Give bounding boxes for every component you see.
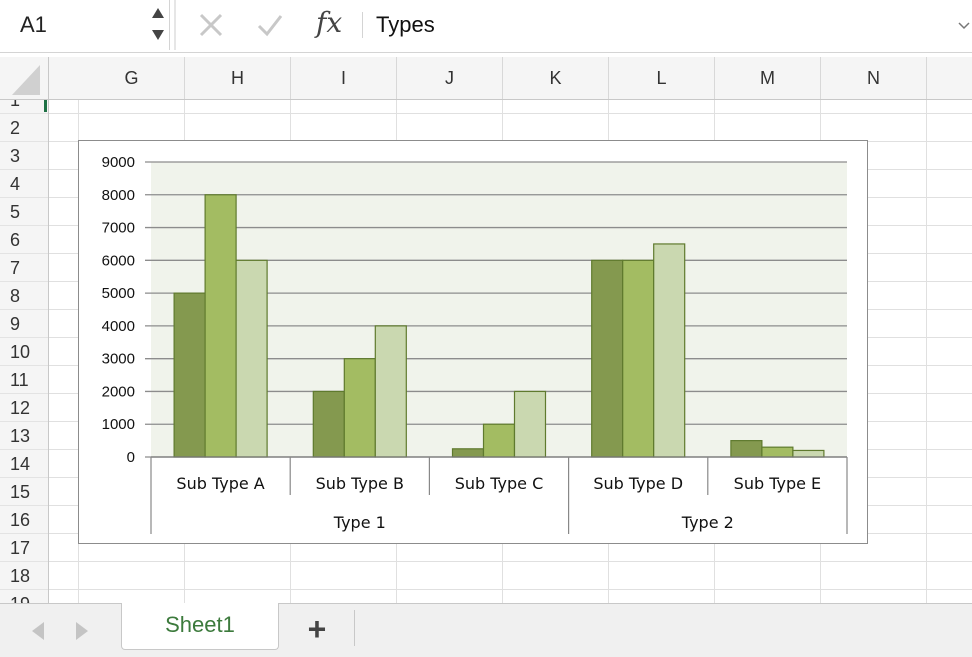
column-header-row: G H I J K L M N: [0, 57, 972, 100]
column-header-n[interactable]: N: [821, 57, 927, 99]
tab-sheet1[interactable]: Sheet1: [121, 603, 279, 650]
bar: [761, 446, 794, 458]
row-header-19[interactable]: 19: [0, 590, 48, 603]
row-header-2[interactable]: 2: [0, 114, 48, 142]
row-header-9[interactable]: 9: [0, 310, 48, 338]
add-sheet-button[interactable]: +: [307, 611, 327, 647]
row-header-8[interactable]: 8: [0, 282, 48, 310]
formula-bar-divider: [174, 0, 176, 50]
y-tick-label: 1000: [102, 416, 135, 433]
select-all-button[interactable]: [0, 57, 49, 99]
bar: [730, 440, 763, 458]
chevron-right-icon[interactable]: [74, 620, 90, 642]
row-header-4[interactable]: 4: [0, 170, 48, 198]
formula-input[interactable]: Types: [376, 12, 435, 37]
chevron-down-icon[interactable]: [958, 22, 970, 30]
bar: [204, 194, 237, 458]
row-header-7[interactable]: 7: [0, 254, 48, 282]
column-header-g[interactable]: G: [79, 57, 185, 99]
chart-svg: 0 1000 2000 3000 4000 5000 6000 7000 8000 9000 Sub…: [102, 154, 848, 534]
column-header-k[interactable]: K: [503, 57, 609, 99]
y-tick-label: 6000: [102, 252, 135, 269]
y-tick-label: 5000: [102, 285, 135, 302]
category-label: Sub Type C: [455, 474, 544, 493]
active-cell-indicator: [44, 100, 47, 112]
y-tick-label: 9000: [102, 154, 135, 171]
bar: [792, 449, 825, 458]
column-header-l[interactable]: L: [609, 57, 715, 99]
row-header-6[interactable]: 6: [0, 226, 48, 254]
bar: [235, 259, 268, 458]
y-tick-label: 3000: [102, 351, 135, 368]
bar: [343, 358, 376, 458]
bar: [513, 390, 547, 458]
bar: [312, 390, 345, 458]
bar: [591, 259, 624, 458]
bar: [451, 448, 485, 458]
row-header-18[interactable]: 18: [0, 562, 48, 590]
y-tick-label: 4000: [102, 318, 135, 335]
bar: [173, 292, 206, 458]
bar: [622, 259, 655, 458]
column-header-j[interactable]: J: [397, 57, 503, 99]
formula-divider: [362, 12, 363, 38]
group-label: Type 1: [333, 513, 386, 532]
sheet-tab-bar: Sheet1 +: [0, 603, 972, 657]
bar: [653, 243, 686, 458]
row-header-17[interactable]: 17: [0, 534, 48, 562]
category-label: Sub Type E: [734, 474, 821, 493]
formula-bar: A1 fx Types: [0, 0, 972, 53]
embedded-chart[interactable]: 0 1000 2000 3000 4000 5000 6000 7000 8000 9000 Sub…: [78, 140, 868, 544]
row-header-11[interactable]: 11: [0, 366, 48, 394]
row-header-5[interactable]: 5: [0, 198, 48, 226]
y-tick-label: 0: [127, 449, 135, 466]
category-label: Sub Type B: [316, 474, 404, 493]
name-box-value[interactable]: A1: [20, 12, 47, 37]
category-label: Sub Type D: [593, 474, 683, 493]
name-box[interactable]: A1: [0, 0, 170, 50]
row-header-16[interactable]: 16: [0, 506, 48, 534]
bar: [374, 325, 407, 458]
bar: [482, 423, 516, 458]
stepper-arrows-icon[interactable]: [150, 4, 166, 44]
row-header-14[interactable]: 14: [0, 450, 48, 478]
category-label: Sub Type A: [176, 474, 264, 493]
row-header-13[interactable]: 13: [0, 422, 48, 450]
column-header-h[interactable]: H: [185, 57, 291, 99]
column-header-m[interactable]: M: [715, 57, 821, 99]
row-header-15[interactable]: 15: [0, 478, 48, 506]
function-icon[interactable]: fx: [316, 6, 343, 39]
tab-divider: [354, 610, 355, 646]
y-tick-label: 8000: [102, 187, 135, 204]
group-label: Type 2: [681, 513, 734, 532]
column-header-i[interactable]: I: [291, 57, 397, 99]
row-header-12[interactable]: 12: [0, 394, 48, 422]
select-all-triangle-icon: [12, 65, 40, 95]
checkmark-icon[interactable]: [256, 12, 284, 38]
y-tick-label: 2000: [102, 383, 135, 400]
cancel-icon[interactable]: [198, 12, 224, 38]
row-header-column: 1 2 3 4 5 6 7 8 9 10 11 12 13 14 15 16 1…: [0, 100, 49, 603]
row-header-10[interactable]: 10: [0, 338, 48, 366]
chevron-left-icon[interactable]: [30, 620, 46, 642]
row-header-3[interactable]: 3: [0, 142, 48, 170]
y-tick-label: 7000: [102, 220, 135, 237]
row-header-1[interactable]: 1: [0, 100, 48, 114]
